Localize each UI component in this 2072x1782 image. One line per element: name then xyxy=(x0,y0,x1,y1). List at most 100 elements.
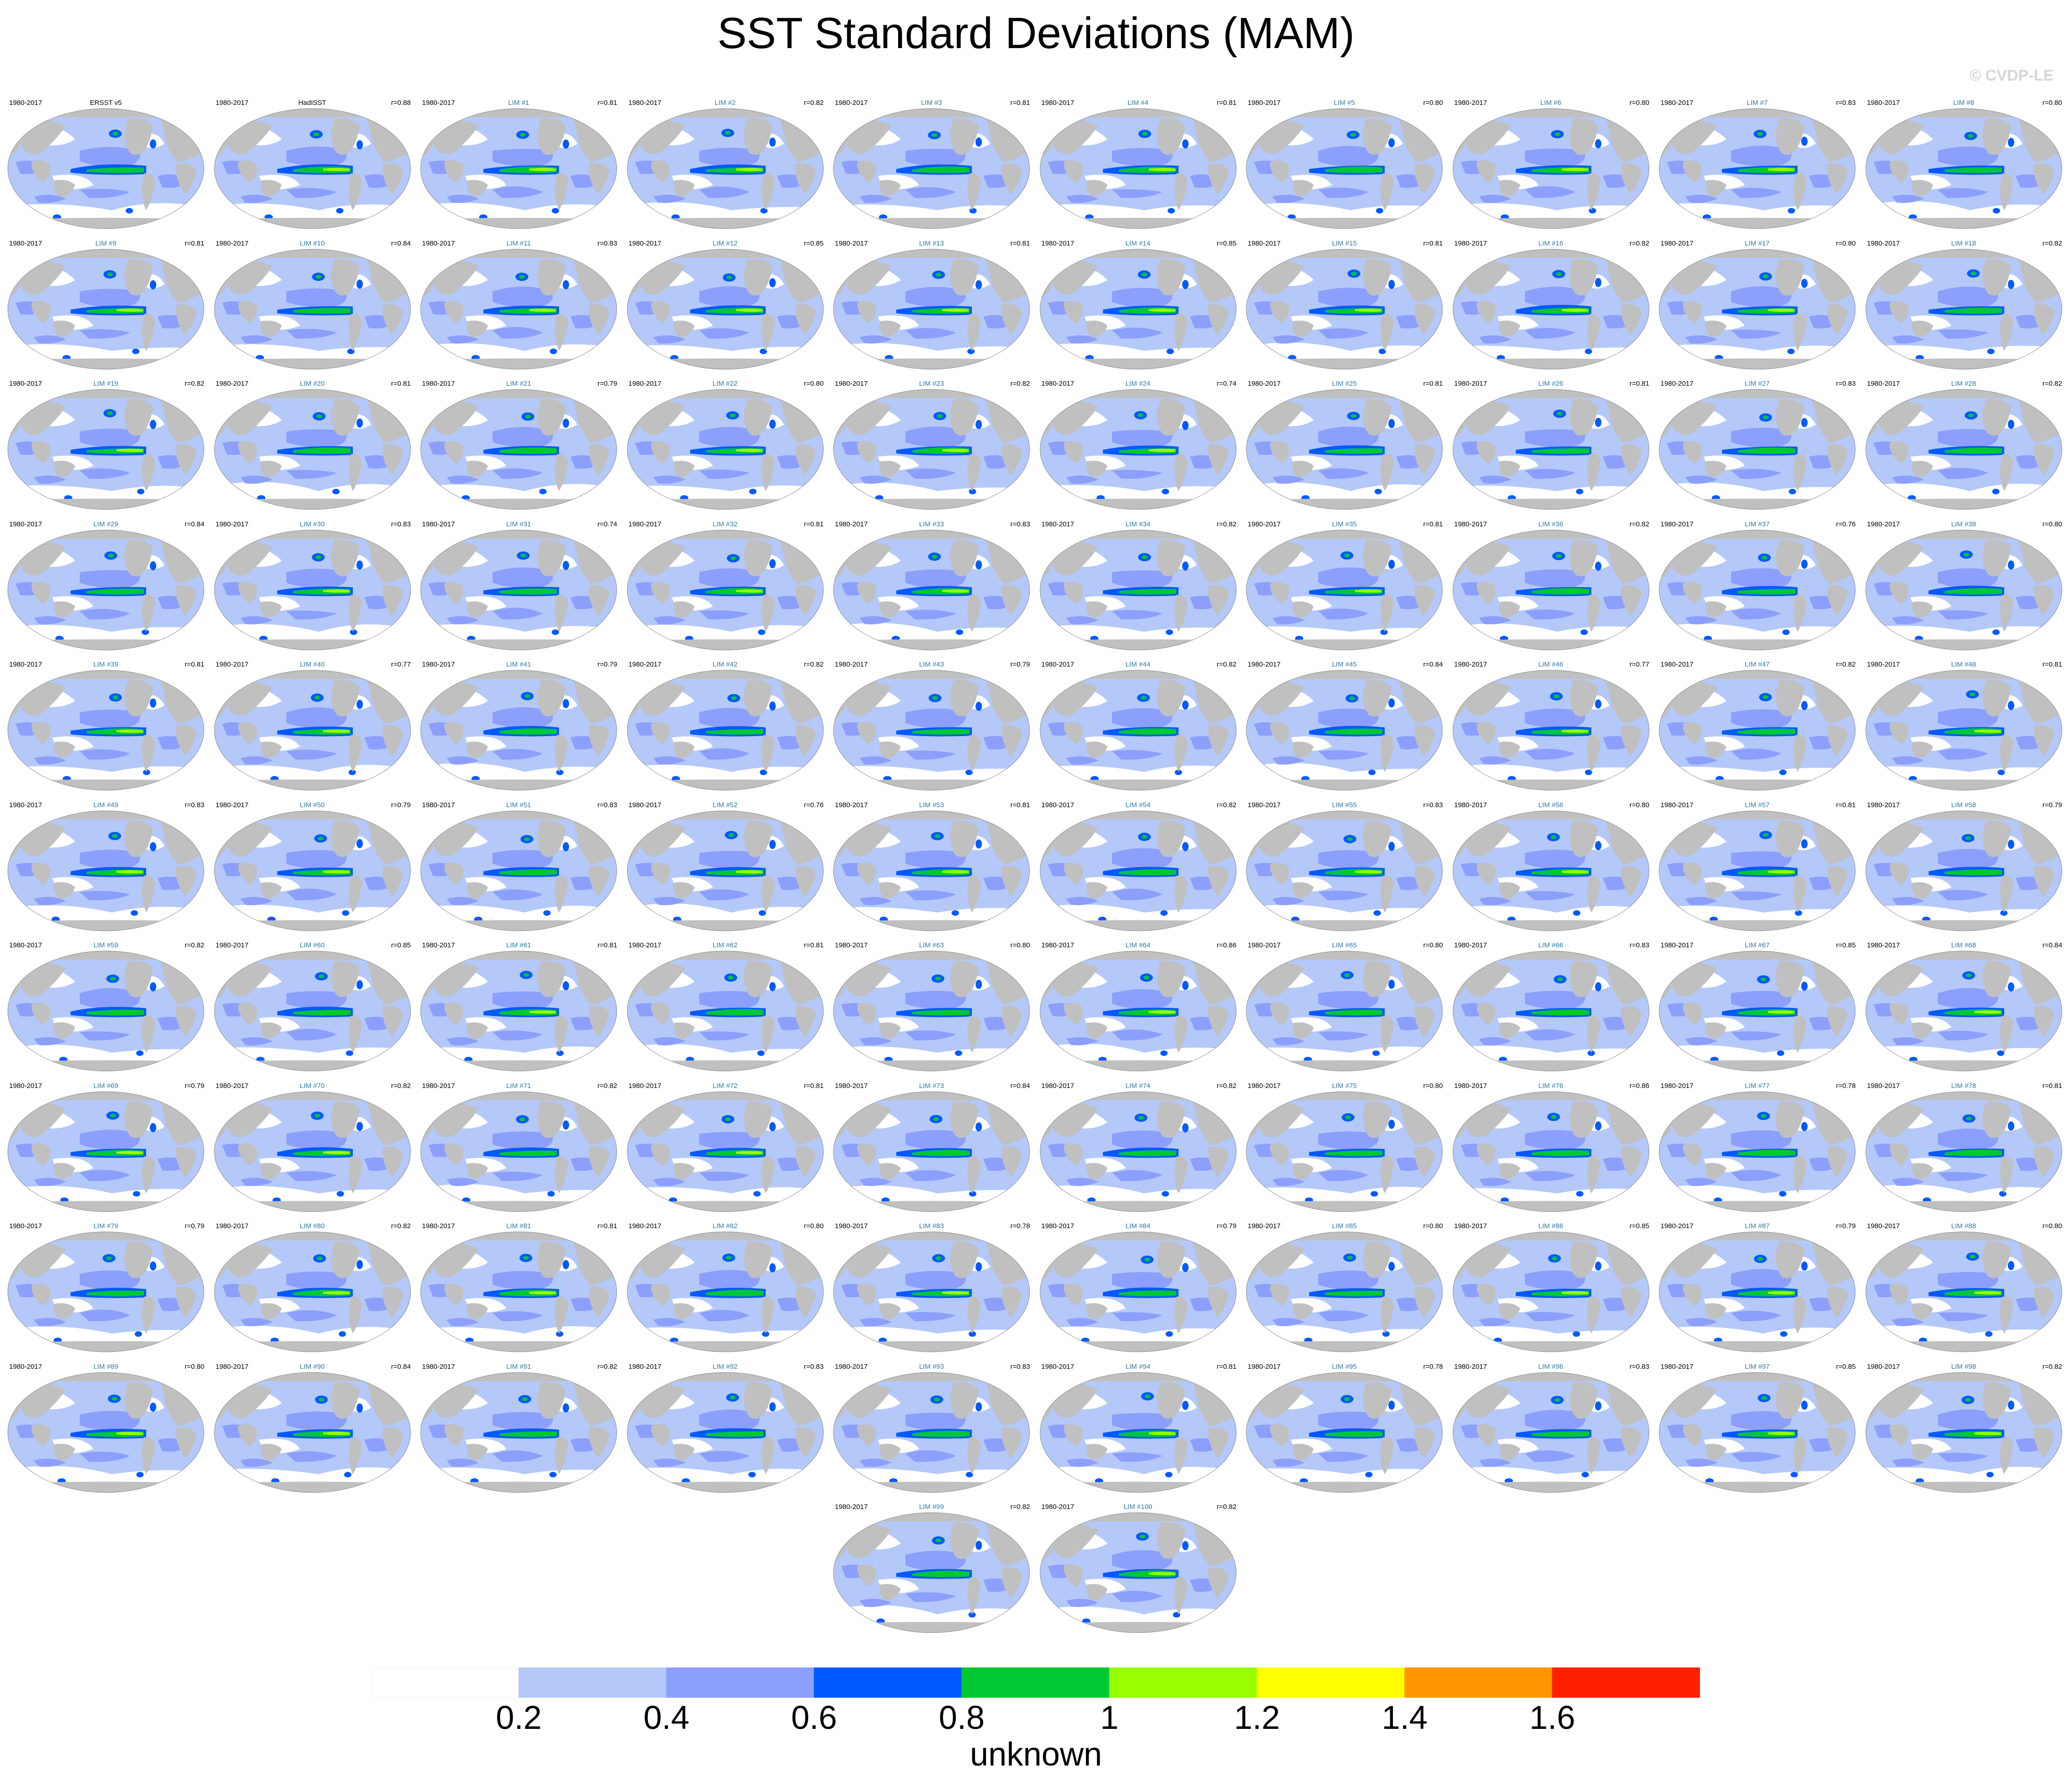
panel-period: 1980-2017 xyxy=(1248,239,1281,247)
colorbar-tick-label: 0.2 xyxy=(496,1700,542,1736)
sst-map xyxy=(833,1231,1030,1352)
panel-title: LIM #86 xyxy=(1538,1222,1563,1230)
map-panel: 1980-2017 LIM #36 r=0.82 xyxy=(1448,518,1654,655)
sst-map xyxy=(420,1091,617,1212)
panel-pattern-correlation: r=0.81 xyxy=(2042,1082,2062,1090)
map-panel: 1980-2017 LIM #45 r=0.84 xyxy=(1241,658,1447,795)
map-panel: 1980-2017 LIM #27 r=0.83 xyxy=(1654,377,1860,514)
panel-pattern-correlation: r=0.81 xyxy=(1423,380,1443,388)
map-panel: 1980-2017 LIM #88 r=0.80 xyxy=(1861,1219,2067,1357)
sst-map xyxy=(627,1372,823,1492)
sst-map xyxy=(627,670,823,791)
panel-pattern-correlation: r=0.76 xyxy=(804,801,824,809)
panel-title: LIM #4 xyxy=(1127,99,1149,107)
map-panel: 1980-2017 LIM #87 r=0.79 xyxy=(1654,1219,1860,1357)
panel-period: 1980-2017 xyxy=(1248,380,1281,388)
panel-pattern-correlation: r=0.78 xyxy=(1010,1222,1030,1230)
panel-title: LIM #57 xyxy=(1744,801,1770,809)
map-panel: 1980-2017 LIM #53 r=0.81 xyxy=(828,798,1035,936)
sst-map xyxy=(214,530,411,650)
sst-map xyxy=(1659,108,1856,229)
panel-title: LIM #70 xyxy=(300,1082,325,1090)
sst-map xyxy=(7,108,204,229)
panel-period: 1980-2017 xyxy=(835,520,868,528)
sst-map xyxy=(1659,1231,1856,1352)
panel-title: LIM #12 xyxy=(713,239,738,247)
map-panel: 1980-2017 LIM #14 r=0.85 xyxy=(1035,237,1241,374)
panel-pattern-correlation: r=0.82 xyxy=(1217,661,1237,668)
panel-pattern-correlation: r=0.79 xyxy=(1010,661,1030,668)
panel-period: 1980-2017 xyxy=(422,520,455,528)
panel-pattern-correlation: r=0.82 xyxy=(1217,801,1237,809)
sst-map xyxy=(214,951,411,1071)
map-panel: 1980-2017 LIM #52 r=0.76 xyxy=(622,798,828,936)
map-panel: 1980-2017 LIM #25 r=0.81 xyxy=(1241,377,1447,514)
panel-title: LIM #43 xyxy=(919,661,944,668)
sst-map xyxy=(1040,389,1236,510)
panel-title: LIM #44 xyxy=(1125,661,1151,668)
panel-title: LIM #90 xyxy=(300,1362,325,1371)
sst-map xyxy=(833,951,1030,1071)
sst-map xyxy=(1453,249,1649,369)
panel-title: LIM #68 xyxy=(1951,941,1976,949)
sst-map xyxy=(420,389,617,510)
sst-map xyxy=(1453,1231,1649,1352)
panel-period: 1980-2017 xyxy=(835,1222,868,1230)
panel-period: 1980-2017 xyxy=(422,1082,455,1090)
sst-map xyxy=(627,951,823,1071)
panel-pattern-correlation: r=0.79 xyxy=(185,1222,204,1230)
panel-title: LIM #2 xyxy=(714,99,736,107)
map-panel: 1980-2017 LIM #68 r=0.84 xyxy=(1861,939,2067,1076)
panel-period: 1980-2017 xyxy=(835,1362,868,1371)
panel-period: 1980-2017 xyxy=(1041,661,1074,668)
panel-title: LIM #97 xyxy=(1744,1362,1770,1371)
panel-title: LIM #41 xyxy=(506,661,532,668)
panel-pattern-correlation: r=0.74 xyxy=(1217,380,1237,388)
panel-pattern-correlation: r=0.83 xyxy=(1010,520,1030,528)
panel-pattern-correlation: r=0.86 xyxy=(1629,1082,1650,1090)
panel-title: LIM #24 xyxy=(1125,380,1151,388)
panel-period: 1980-2017 xyxy=(422,99,455,107)
sst-map xyxy=(1040,670,1236,791)
sst-map xyxy=(420,810,617,931)
panel-pattern-correlation: r=0.83 xyxy=(1423,801,1443,809)
panel-title: LIM #62 xyxy=(713,941,738,949)
panel-pattern-correlation: r=0.80 xyxy=(804,1222,824,1230)
panel-pattern-correlation: r=0.83 xyxy=(1629,1362,1650,1371)
panel-title: LIM #63 xyxy=(919,941,944,949)
panel-title: LIM #95 xyxy=(1332,1362,1357,1371)
panel-title: LIM #96 xyxy=(1538,1362,1563,1371)
map-panel: 1980-2017 LIM #23 r=0.82 xyxy=(828,377,1035,514)
map-panel: 1980-2017 LIM #86 r=0.85 xyxy=(1448,1219,1654,1357)
colorbar-swatch xyxy=(1552,1667,1700,1698)
map-panel: 1980-2017 LIM #62 r=0.81 xyxy=(622,939,828,1076)
panel-pattern-correlation: r=0.74 xyxy=(597,520,617,528)
map-panel: 1980-2017 LIM #58 r=0.79 xyxy=(1861,798,2067,936)
panel-pattern-correlation: r=0.83 xyxy=(1010,1362,1030,1371)
sst-map xyxy=(833,249,1030,369)
panel-period: 1980-2017 xyxy=(835,1082,868,1090)
panel-title: LIM #10 xyxy=(300,239,325,247)
panel-pattern-correlation: r=0.83 xyxy=(391,520,411,528)
panel-pattern-correlation: r=0.83 xyxy=(597,239,617,247)
panel-period: 1980-2017 xyxy=(1248,1222,1281,1230)
sst-map xyxy=(420,670,617,791)
sst-map xyxy=(1865,951,2062,1071)
panel-pattern-correlation: r=0.81 xyxy=(597,99,617,107)
panel-title: LIM #93 xyxy=(919,1362,944,1371)
map-panel: 1980-2017 LIM #91 r=0.82 xyxy=(416,1360,622,1498)
panel-title: LIM #6 xyxy=(1540,99,1562,107)
panel-pattern-correlation: r=0.83 xyxy=(1629,941,1650,949)
map-panel: 1980-2017 LIM #15 r=0.81 xyxy=(1241,237,1447,374)
panel-pattern-correlation: r=0.81 xyxy=(1217,99,1237,107)
sst-map xyxy=(7,1091,204,1212)
map-panel: 1980-2017 LIM #77 r=0.78 xyxy=(1654,1079,1860,1217)
panel-title: LIM #23 xyxy=(919,380,944,388)
map-panel: 1980-2017 LIM #44 r=0.82 xyxy=(1035,658,1241,795)
panel-period: 1980-2017 xyxy=(1661,239,1694,247)
panel-period: 1980-2017 xyxy=(628,380,662,388)
panel-period: 1980-2017 xyxy=(1867,239,1900,247)
map-panel: 1980-2017 LIM #76 r=0.86 xyxy=(1448,1079,1654,1217)
sst-map xyxy=(1246,1091,1443,1212)
panel-pattern-correlation: r=0.77 xyxy=(1629,661,1650,668)
